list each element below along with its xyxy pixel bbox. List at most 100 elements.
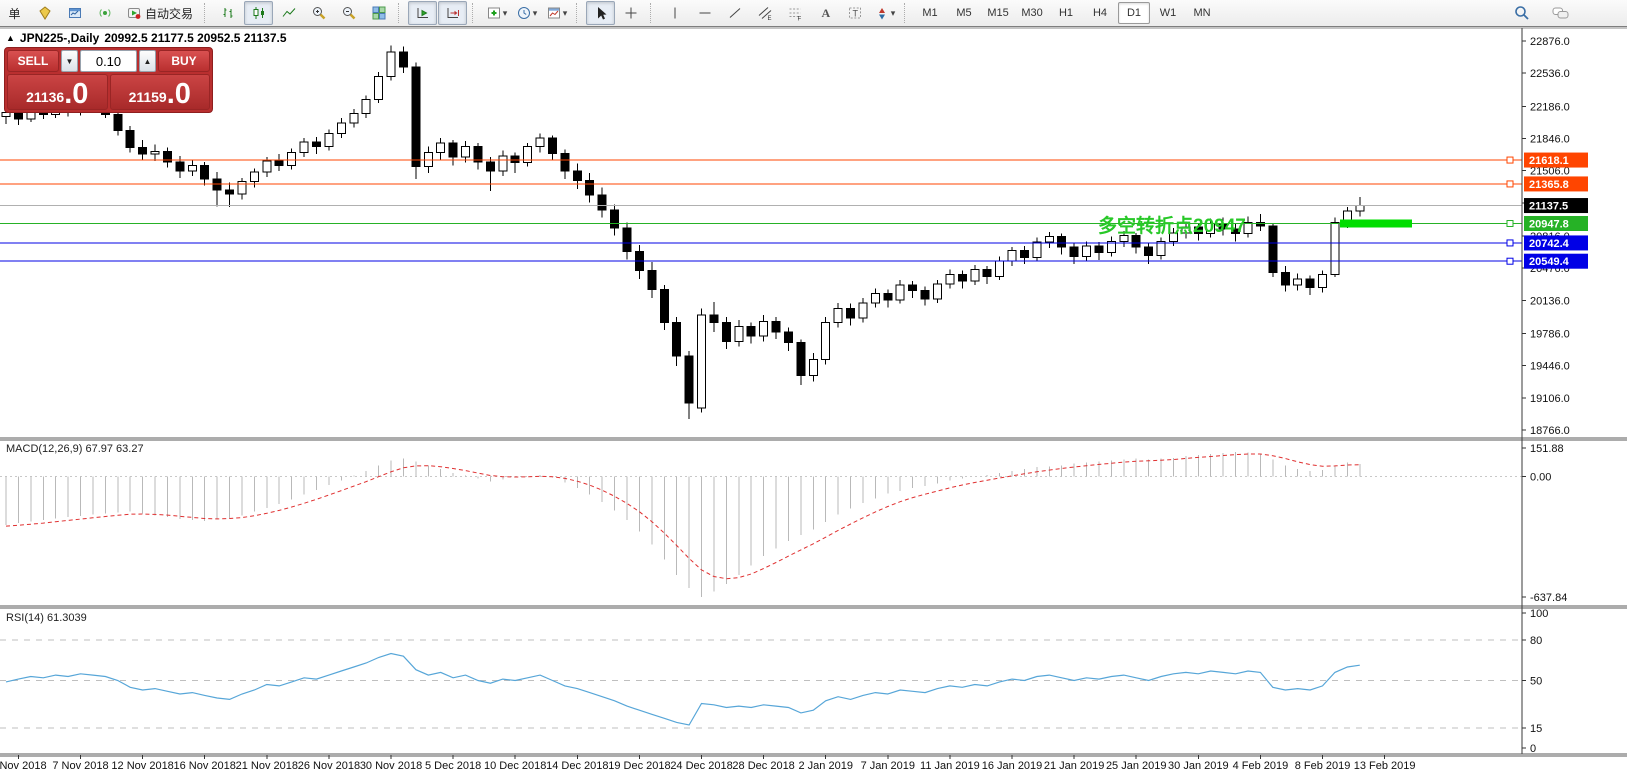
dropdown-caret[interactable]: ▾ xyxy=(562,7,568,18)
line-end-marker[interactable] xyxy=(1506,219,1514,227)
candle-body xyxy=(734,325,744,343)
svg-text:F: F xyxy=(797,17,801,22)
fibonacci-button[interactable]: F xyxy=(780,1,809,25)
date-label[interactable]: 13 Feb 2019 xyxy=(1354,760,1416,772)
timeframe-button-h4[interactable]: H4 xyxy=(1092,7,1108,19)
date-label[interactable]: 30 Nov 2018 xyxy=(360,760,422,772)
sell-price-display[interactable]: 21136.0 xyxy=(7,74,108,110)
candle-body xyxy=(1082,245,1092,257)
timeframe-button-h1[interactable]: H1 xyxy=(1058,7,1074,19)
zoom-out-button[interactable] xyxy=(334,1,363,25)
buy-button[interactable]: BUY xyxy=(158,50,210,72)
text-label-button[interactable]: T xyxy=(840,1,869,25)
date-label[interactable]: 7 Nov 2018 xyxy=(52,760,108,772)
date-label[interactable]: 26 Nov 2018 xyxy=(298,760,360,772)
auto-scroll-button[interactable] xyxy=(408,1,438,25)
data-window-button[interactable] xyxy=(60,1,89,25)
arrows-button[interactable]: ▾ xyxy=(870,1,899,25)
sell-button[interactable]: SELL xyxy=(7,50,59,72)
date-label[interactable]: 16 Nov 2018 xyxy=(174,760,236,772)
candle-body xyxy=(1057,236,1067,248)
trendline-button[interactable] xyxy=(720,1,749,25)
vertical-line-button[interactable] xyxy=(660,1,689,25)
line-chart-button[interactable] xyxy=(274,1,303,25)
autotrading-icon xyxy=(128,8,141,19)
candle-body xyxy=(150,150,160,155)
volume-decrease-button[interactable]: ▼ xyxy=(61,50,78,72)
text-button[interactable]: A xyxy=(810,1,839,25)
collapse-panel-arrow-icon[interactable]: ▲ xyxy=(6,33,15,43)
date-label[interactable]: 4 Feb 2019 xyxy=(1233,760,1289,772)
crosshair-button[interactable] xyxy=(616,1,645,25)
date-label[interactable]: 30 Jan 2019 xyxy=(1168,760,1229,772)
date-label[interactable]: 21 Jan 2019 xyxy=(1044,760,1105,772)
timeframe-button-w1[interactable]: W1 xyxy=(1159,7,1177,19)
candle-body xyxy=(659,289,669,324)
candle-body xyxy=(225,189,235,195)
date-label[interactable]: 8 Feb 2019 xyxy=(1295,760,1351,772)
date-label[interactable]: 28 Dec 2018 xyxy=(732,760,794,772)
zoom-in-button[interactable] xyxy=(304,1,333,25)
date-label[interactable]: 5 Dec 2018 xyxy=(425,760,481,772)
toolbar-separator xyxy=(398,3,404,23)
rsi-tick-label: 15 xyxy=(1530,723,1542,735)
timeframe-button-mn[interactable]: MN xyxy=(1193,7,1211,19)
date-label[interactable]: 7 Jan 2019 xyxy=(861,760,915,772)
search-button[interactable] xyxy=(1507,1,1536,25)
horizontal-line-button[interactable] xyxy=(690,1,719,25)
date-label[interactable]: 21 Nov 2018 xyxy=(236,760,298,772)
signals-button[interactable] xyxy=(90,1,119,25)
dropdown-caret[interactable]: ▾ xyxy=(532,7,538,18)
timeframe-button-d1[interactable]: D1 xyxy=(1118,2,1151,24)
svg-text:T: T xyxy=(852,9,858,19)
date-label[interactable]: 14 Dec 2018 xyxy=(546,760,608,772)
chart-shift-button[interactable] xyxy=(438,1,468,25)
cursor-button[interactable] xyxy=(586,1,616,25)
periods-button[interactable]: ▾ xyxy=(512,1,541,25)
rsi-indicator-label: RSI(14) 61.3039 xyxy=(6,612,87,624)
autotrading-label: 自动交易 xyxy=(145,6,194,21)
date-label[interactable]: 19 Dec 2018 xyxy=(608,760,670,772)
date-label[interactable]: 11 Jan 2019 xyxy=(920,760,980,772)
line-end-marker[interactable] xyxy=(1506,257,1514,265)
line-end-marker[interactable] xyxy=(1506,156,1514,164)
current-price-label-text: 21137.5 xyxy=(1529,201,1568,213)
date-label[interactable]: 10 Dec 2018 xyxy=(484,760,546,772)
indicators-button[interactable]: ▾ xyxy=(482,1,511,25)
toolbar-separator xyxy=(204,3,210,23)
date-label[interactable]: 12 Nov 2018 xyxy=(111,760,173,772)
candle-body xyxy=(721,322,731,343)
timeframe-button-m15[interactable]: M15 xyxy=(987,7,1009,19)
date-label[interactable]: 2 Nov 2018 xyxy=(0,760,47,772)
volume-input[interactable] xyxy=(80,50,137,72)
candlestick-chart-button[interactable] xyxy=(244,1,274,25)
toolbar-separator xyxy=(472,3,478,23)
annotation-text[interactable]: 多空转折点20947 xyxy=(1098,214,1246,237)
market-watch-button[interactable] xyxy=(30,1,59,25)
green-highlight-bar[interactable] xyxy=(1340,219,1412,228)
dropdown-caret[interactable]: ▾ xyxy=(890,7,896,18)
date-label[interactable]: 16 Jan 2019 xyxy=(982,760,1043,772)
timeframe-button-m1[interactable]: M1 xyxy=(922,7,938,19)
candle-body xyxy=(287,151,297,167)
line-end-marker[interactable] xyxy=(1506,180,1514,188)
tile-windows-button[interactable] xyxy=(364,1,393,25)
clock-icon xyxy=(517,7,530,19)
timeframe-button-m30[interactable]: M30 xyxy=(1021,7,1043,19)
autotrading-button[interactable]: 自动交易 xyxy=(120,1,199,25)
chat-button[interactable] xyxy=(1546,1,1575,25)
bar-chart-button[interactable] xyxy=(214,1,243,25)
timeframe-button-m5[interactable]: M5 xyxy=(956,7,972,19)
date-label[interactable]: 2 Jan 2019 xyxy=(799,760,853,772)
price-level-label-text: 20947.8 xyxy=(1529,218,1569,230)
date-label[interactable]: 24 Dec 2018 xyxy=(670,760,732,772)
equidistant-channel-button[interactable]: E xyxy=(750,1,779,25)
candle-body xyxy=(796,342,806,377)
date-label[interactable]: 25 Jan 2019 xyxy=(1106,760,1167,772)
new-order-button[interactable]: 单 xyxy=(0,1,29,25)
dropdown-caret[interactable]: ▾ xyxy=(502,7,508,18)
buy-price-display[interactable]: 21159.0 xyxy=(109,74,210,110)
templates-button[interactable]: ▾ xyxy=(542,1,571,25)
line-end-marker[interactable] xyxy=(1506,239,1514,247)
volume-increase-button[interactable]: ▲ xyxy=(139,50,156,72)
